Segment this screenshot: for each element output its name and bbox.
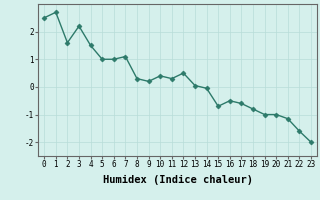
X-axis label: Humidex (Indice chaleur): Humidex (Indice chaleur) — [103, 175, 252, 185]
